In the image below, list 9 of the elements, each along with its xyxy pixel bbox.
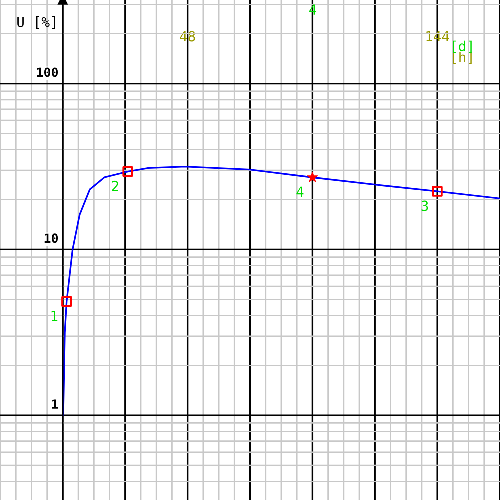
annotation: [d] bbox=[453, 40, 472, 54]
annotation: 2 bbox=[112, 180, 118, 192]
y-axis-title: U [%] bbox=[18, 16, 56, 29]
y-tick-label: 100 bbox=[37, 68, 58, 78]
annotation: 3 bbox=[422, 200, 428, 212]
y-tick-label: 1 bbox=[52, 400, 58, 409]
y-tick-label: 10 bbox=[44, 234, 58, 244]
x-axis-title: [h] bbox=[453, 52, 472, 64]
annotation: 4 bbox=[296, 186, 304, 198]
